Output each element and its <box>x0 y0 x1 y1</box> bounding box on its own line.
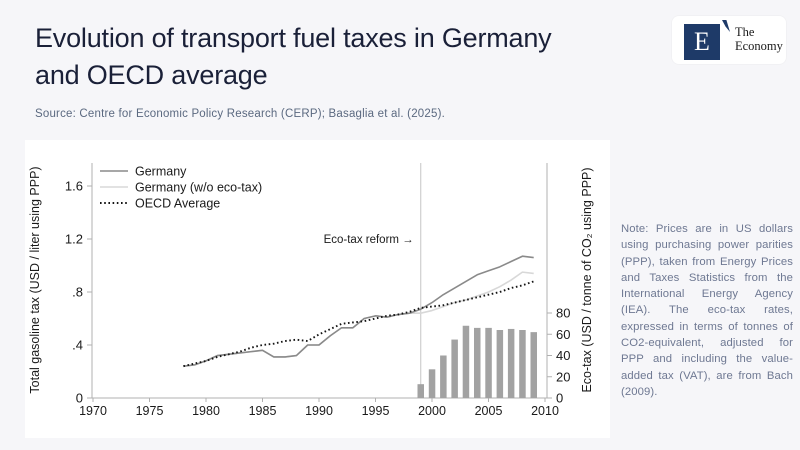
right-axis-tick-label: 20 <box>556 369 570 384</box>
series-line-germany <box>183 255 534 367</box>
left-axis-tick-label: 0 <box>76 391 83 406</box>
logo-tick-icon <box>722 20 730 32</box>
logo-name-line1: The <box>735 25 755 39</box>
eco-tax-bar <box>451 339 458 398</box>
eco-tax-bar <box>519 330 526 398</box>
logo-name-line2: Economy <box>735 39 783 53</box>
legend-label: OECD Average <box>135 197 220 211</box>
right-axis-tick-label: 80 <box>556 306 570 321</box>
page-title-line1: Evolution of transport fuel taxes in Ger… <box>35 23 552 53</box>
source-line: Source: Centre for Economic Policy Resea… <box>35 108 445 120</box>
x-axis-tick-label: 1970 <box>79 404 107 418</box>
left-axis-tick-label: 1.2 <box>65 232 83 247</box>
left-axis-title: Total gasoline tax (USD / liter using PP… <box>28 166 42 393</box>
x-axis-tick-label: 1995 <box>362 404 390 418</box>
annotation-eco-tax-reform: Eco-tax reform → <box>324 234 414 246</box>
logo: E The Economy <box>672 16 786 64</box>
chart-panel: 0 .4 .8 1.2 1.6 0 20 40 60 80 1970 1975 1980 1985 1990… <box>25 140 610 438</box>
note-text: Note: Prices are in US dollars using pur… <box>621 223 793 398</box>
eco-tax-bar <box>440 355 447 398</box>
x-axis-tick-label: 2000 <box>418 404 446 418</box>
eco-tax-bar <box>428 369 436 398</box>
chart-svg: 0 .4 .8 1.2 1.6 0 20 40 60 80 1970 1975 1980 1985 1990… <box>28 163 594 418</box>
page-title: Evolution of transport fuel taxes in Ger… <box>35 20 635 94</box>
eco-tax-bar <box>485 327 492 398</box>
logo-letter: E <box>694 27 710 56</box>
eco-tax-bar <box>507 328 515 398</box>
right-axis-tick-label: 40 <box>556 348 570 363</box>
logo-name: The Economy <box>735 25 783 53</box>
eco-tax-bar <box>462 325 470 398</box>
right-axis-tick-label: 0 <box>556 391 563 406</box>
eco-tax-bar <box>417 384 424 398</box>
left-axis-tick-label: .4 <box>72 338 83 353</box>
logo-mark-square: E <box>684 24 720 60</box>
eco-tax-bar <box>530 332 537 398</box>
left-axis-tick-label: .8 <box>72 285 83 300</box>
series-line-germany_no_ecotax <box>183 271 534 367</box>
x-axis-tick-label: 2005 <box>475 404 503 418</box>
x-axis-tick-label: 1990 <box>305 404 333 418</box>
eco-tax-bar <box>496 330 504 398</box>
left-axis-tick-label: 1.6 <box>65 179 83 194</box>
x-axis-tick-label: 2010 <box>531 404 559 418</box>
legend-label: Germany <box>135 165 187 179</box>
right-axis-title: Eco-tax (USD / tonne of CO₂ using PPP) <box>580 167 594 392</box>
page-title-line2: and OECD average <box>35 60 268 90</box>
eco-tax-bar <box>474 327 481 398</box>
x-axis-tick-label: 1985 <box>249 404 277 418</box>
x-axis-tick-label: 1975 <box>136 404 164 418</box>
right-axis-tick-label: 60 <box>556 327 570 342</box>
x-axis-tick-label: 1980 <box>192 404 220 418</box>
legend-label: Germany (w/o eco-tax) <box>135 181 262 195</box>
